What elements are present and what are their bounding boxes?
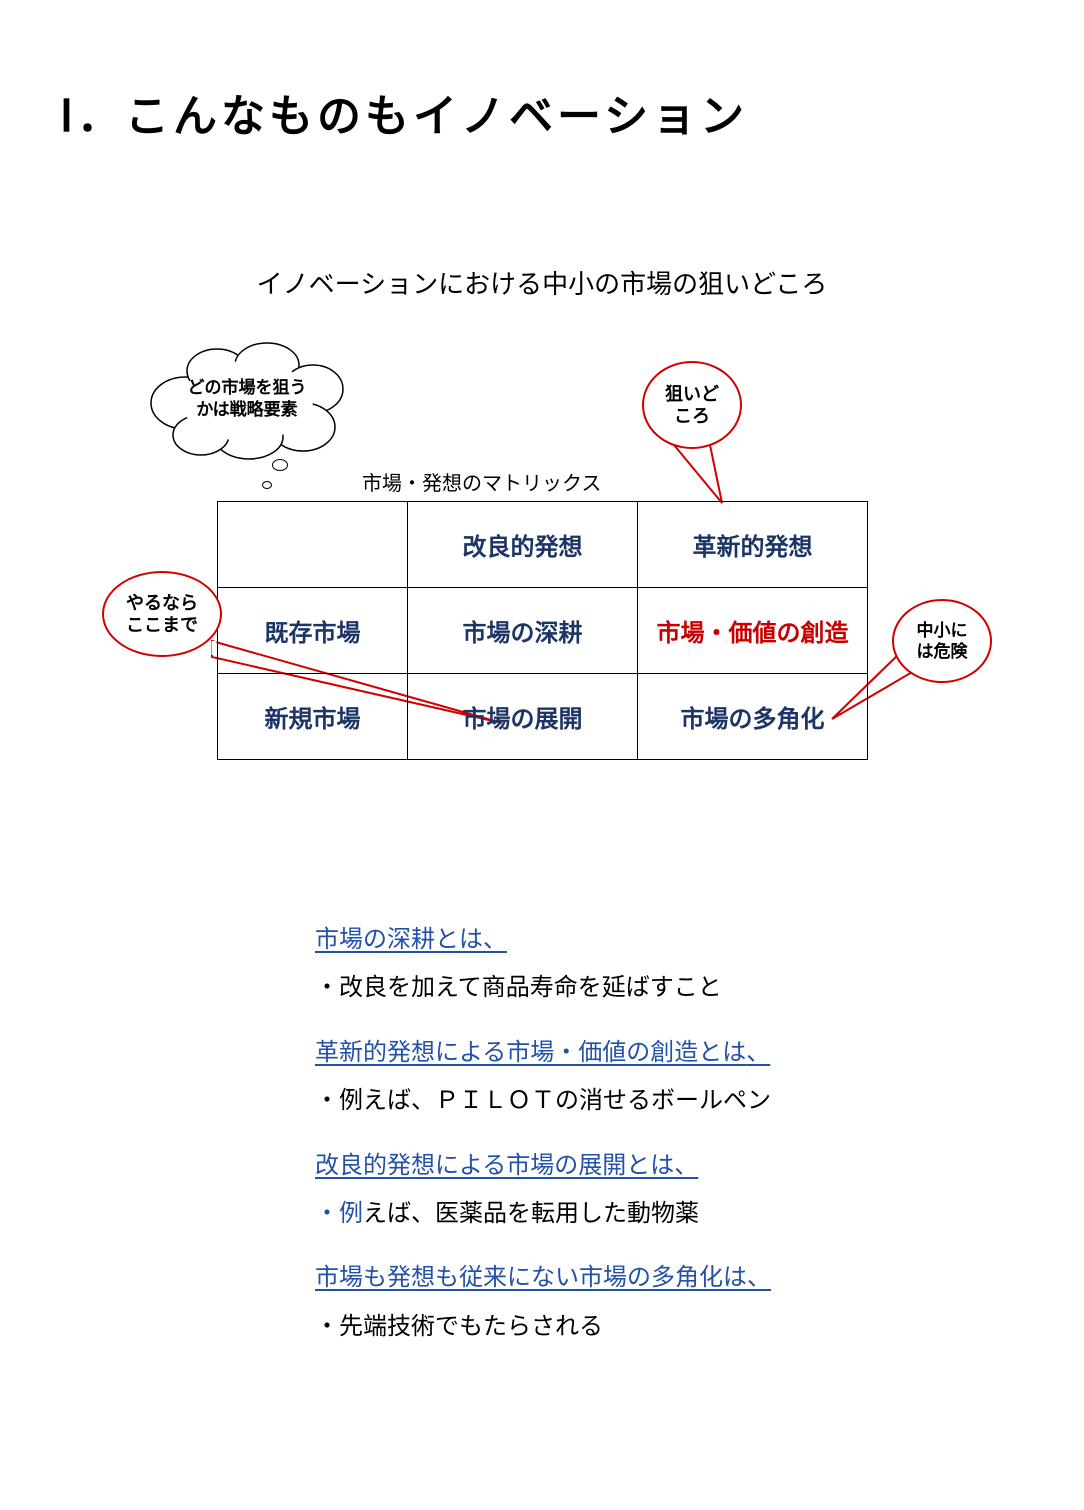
cloud-line2: かは戦略要素 [196,400,297,419]
cloud-text: どの市場を狙う かは戦略要素 [188,377,307,421]
balloon-right-line1: 中小に [917,621,968,640]
matrix-cell: 市場の深耕 [408,588,638,674]
matrix-row-label: 既存市場 [218,588,408,674]
balloon-top: 狙いど ころ [642,361,742,449]
matrix-header-blank [218,502,408,588]
matrix-row: 新規市場 市場の展開 市場の多角化 [218,674,868,760]
page: Ⅰ．こんなものもイノベーション イノベーションにおける中小の市場の狙いどころ ど… [0,0,1084,1412]
definition-heading-tail: 、 [483,926,507,953]
matrix-row: 既存市場 市場の深耕 市場・価値の創造 [218,588,868,674]
cloud-line1: どの市場を狙う [188,378,307,397]
balloon-right: 中小に は危険 [892,599,992,683]
definition-bullet: ・先端技術でもたらされる [315,1308,1015,1346]
balloon-left-line2: ここまで [126,615,198,635]
balloon-top-line2: ころ [674,406,710,426]
balloon-left: やるなら ここまで [102,571,222,657]
matrix-table: 改良的発想 革新的発想 既存市場 市場の深耕 市場・価値の創造 新規市場 市場の… [217,501,868,760]
balloon-top-line1: 狙いど [665,384,719,404]
matrix-header-cell: 改良的発想 [408,502,638,588]
definition-bullet-prefix: ・例 [315,1200,363,1227]
thought-cloud: どの市場を狙う かは戦略要素 [137,341,357,461]
matrix-cell: 市場の多角化 [638,674,868,760]
definition-bullet: ・例えば、医薬品を転用した動物薬 [315,1195,1015,1233]
cloud-tail-bubble [272,459,288,471]
matrix-header-cell: 革新的発想 [638,502,868,588]
diagram-subtitle: イノベーションにおける中小の市場の狙いどころ [60,264,1024,301]
balloon-left-line1: やるなら [126,593,198,613]
matrix-diagram: どの市場を狙う かは戦略要素 市場・発想のマトリックス 改良的発想 革新的発想 [62,341,1022,841]
definition-heading: 市場も発想も従来にない市場の多角化は、 [315,1259,1015,1297]
definition-heading: 革新的発想による市場・価値の創造とは、 [315,1034,1015,1072]
definition-heading: 市場の深耕とは、 [315,921,1015,959]
matrix-header-row: 改良的発想 革新的発想 [218,502,868,588]
definition-heading-text: 革新的発想による市場・価値の創造とは [315,1039,746,1066]
definition-heading: 改良的発想による市場の展開とは、 [315,1147,1015,1185]
matrix-cell-highlight: 市場・価値の創造 [638,588,868,674]
definition-heading-tail: 、 [747,1264,771,1291]
definition-heading-text: 市場も発想も従来にない市場の多角化は [315,1264,747,1291]
definition-heading-text: 改良的発想による市場の展開とは、 [315,1152,698,1179]
definition-heading-tail: 、 [746,1039,770,1066]
balloon-right-line2: は危険 [917,642,968,661]
definitions-list: 市場の深耕とは、 ・改良を加えて商品寿命を延ばすこと 革新的発想による市場・価値… [315,921,1015,1346]
matrix-cell: 市場の展開 [408,674,638,760]
definition-bullet: ・改良を加えて商品寿命を延ばすこと [315,969,1015,1007]
page-title: Ⅰ．こんなものもイノベーション [60,80,1024,144]
definition-heading-text: 市場の深耕とは [315,926,483,953]
definition-bullet-rest: えば、医薬品を転用した動物薬 [363,1200,699,1227]
matrix-caption: 市場・発想のマトリックス [362,467,601,496]
cloud-tail-bubble-small [262,481,272,489]
matrix-row-label: 新規市場 [218,674,408,760]
definition-bullet: ・例えば、ＰＩＬＯＴの消せるボールペン [315,1082,1015,1120]
